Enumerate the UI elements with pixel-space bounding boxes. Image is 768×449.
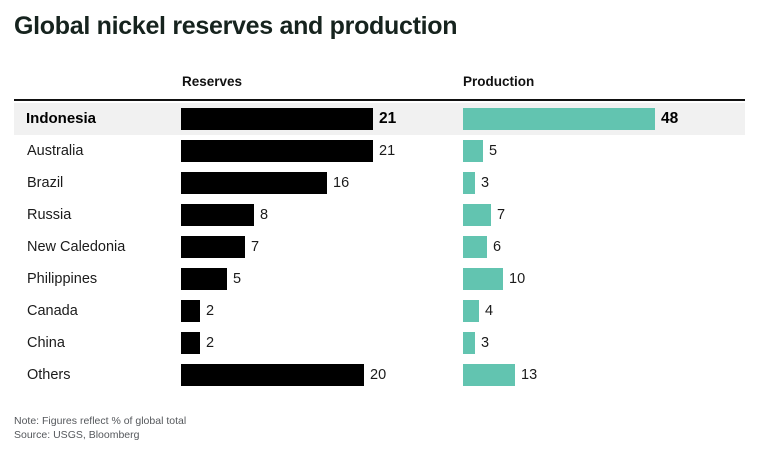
row-label-country: Philippines: [27, 271, 98, 287]
production-bar-group: 7: [463, 204, 505, 226]
production-bar: [463, 236, 487, 258]
column-header-production: Production: [463, 74, 535, 89]
reserves-bar: [181, 268, 227, 290]
reserves-bar-group: 8: [181, 204, 268, 226]
table-row: Russia 8 7: [0, 199, 768, 231]
table-row: Indonesia 21 48: [0, 103, 768, 135]
production-value-label: 3: [481, 175, 490, 191]
production-bar: [463, 108, 655, 130]
production-bar: [463, 204, 491, 226]
page-title: Global nickel reserves and production: [14, 12, 458, 40]
table-row: Canada 2 4: [0, 295, 768, 327]
footnote-source: Source: USGS, Bloomberg: [14, 428, 140, 441]
reserves-bar: [181, 140, 373, 162]
row-label-country: Australia: [27, 143, 84, 159]
reserves-value-label: 21: [379, 143, 396, 159]
reserves-bar: [181, 108, 373, 130]
production-bar-group: 6: [463, 236, 501, 258]
production-bar: [463, 332, 475, 354]
reserves-bar: [181, 172, 327, 194]
reserves-value-label: 8: [260, 207, 269, 223]
reserves-value-label: 7: [251, 239, 260, 255]
production-bar: [463, 140, 483, 162]
header-rule: [14, 99, 745, 101]
reserves-bar: [181, 204, 254, 226]
reserves-bar-group: 2: [181, 300, 214, 322]
footnotes: Note: Figures reflect % of global total …: [14, 415, 186, 442]
table-row: China 2 3: [0, 327, 768, 359]
production-value-label: 7: [497, 207, 506, 223]
table-row: New Caledonia 7 6: [0, 231, 768, 263]
production-bar-group: 13: [463, 364, 537, 386]
production-value-label: 3: [481, 335, 490, 351]
production-bar: [463, 364, 515, 386]
table-row: Australia 21 5: [0, 135, 768, 167]
table-row: Brazil 16 3: [0, 167, 768, 199]
column-header-reserves: Reserves: [182, 74, 243, 89]
reserves-bar: [181, 332, 200, 354]
row-label-country: China: [27, 335, 65, 351]
reserves-bar-group: 2: [181, 332, 214, 354]
reserves-bar-group: 5: [181, 268, 241, 290]
reserves-bar: [181, 236, 245, 258]
production-bar: [463, 268, 503, 290]
row-label-country: Brazil: [27, 175, 64, 191]
reserves-value-label: 16: [333, 175, 350, 191]
reserves-bar: [181, 300, 200, 322]
production-bar-group: 3: [463, 332, 489, 354]
table-row: Philippines 5 10: [0, 263, 768, 295]
production-value-label: 48: [661, 110, 679, 127]
production-value-label: 5: [489, 143, 498, 159]
reserves-bar: [181, 364, 364, 386]
row-label-country: Others: [27, 367, 71, 383]
production-bar: [463, 300, 479, 322]
footnote-note: Note: Figures reflect % of global total: [14, 415, 187, 427]
production-value-label: 6: [493, 239, 502, 255]
reserves-bar-group: 21: [181, 140, 395, 162]
reserves-value-label: 2: [206, 335, 215, 351]
reserves-bar-group: 7: [181, 236, 259, 258]
production-value-label: 4: [485, 303, 494, 319]
table-row: Others 20 13: [0, 359, 768, 391]
production-bar-group: 3: [463, 172, 489, 194]
reserves-bar-group: 20: [181, 364, 386, 386]
production-value-label: 10: [509, 271, 526, 287]
row-label-country: Indonesia: [26, 110, 97, 127]
row-label-country: Canada: [27, 303, 78, 319]
production-bar-group: 10: [463, 268, 525, 290]
production-value-label: 13: [521, 367, 538, 383]
production-bar-group: 5: [463, 140, 497, 162]
production-bar-group: 48: [463, 108, 678, 130]
reserves-value-label: 2: [206, 303, 215, 319]
row-label-country: New Caledonia: [27, 239, 126, 255]
production-bar-group: 4: [463, 300, 493, 322]
reserves-value-label: 20: [370, 367, 387, 383]
bar-rows-list: Indonesia 21 48 Australia 21 5 Brazil 16 3 Russia…: [0, 103, 768, 391]
reserves-value-label: 5: [233, 271, 242, 287]
production-bar: [463, 172, 475, 194]
row-label-country: Russia: [27, 207, 72, 223]
reserves-bar-group: 21: [181, 108, 396, 130]
reserves-value-label: 21: [379, 110, 397, 127]
reserves-bar-group: 16: [181, 172, 349, 194]
